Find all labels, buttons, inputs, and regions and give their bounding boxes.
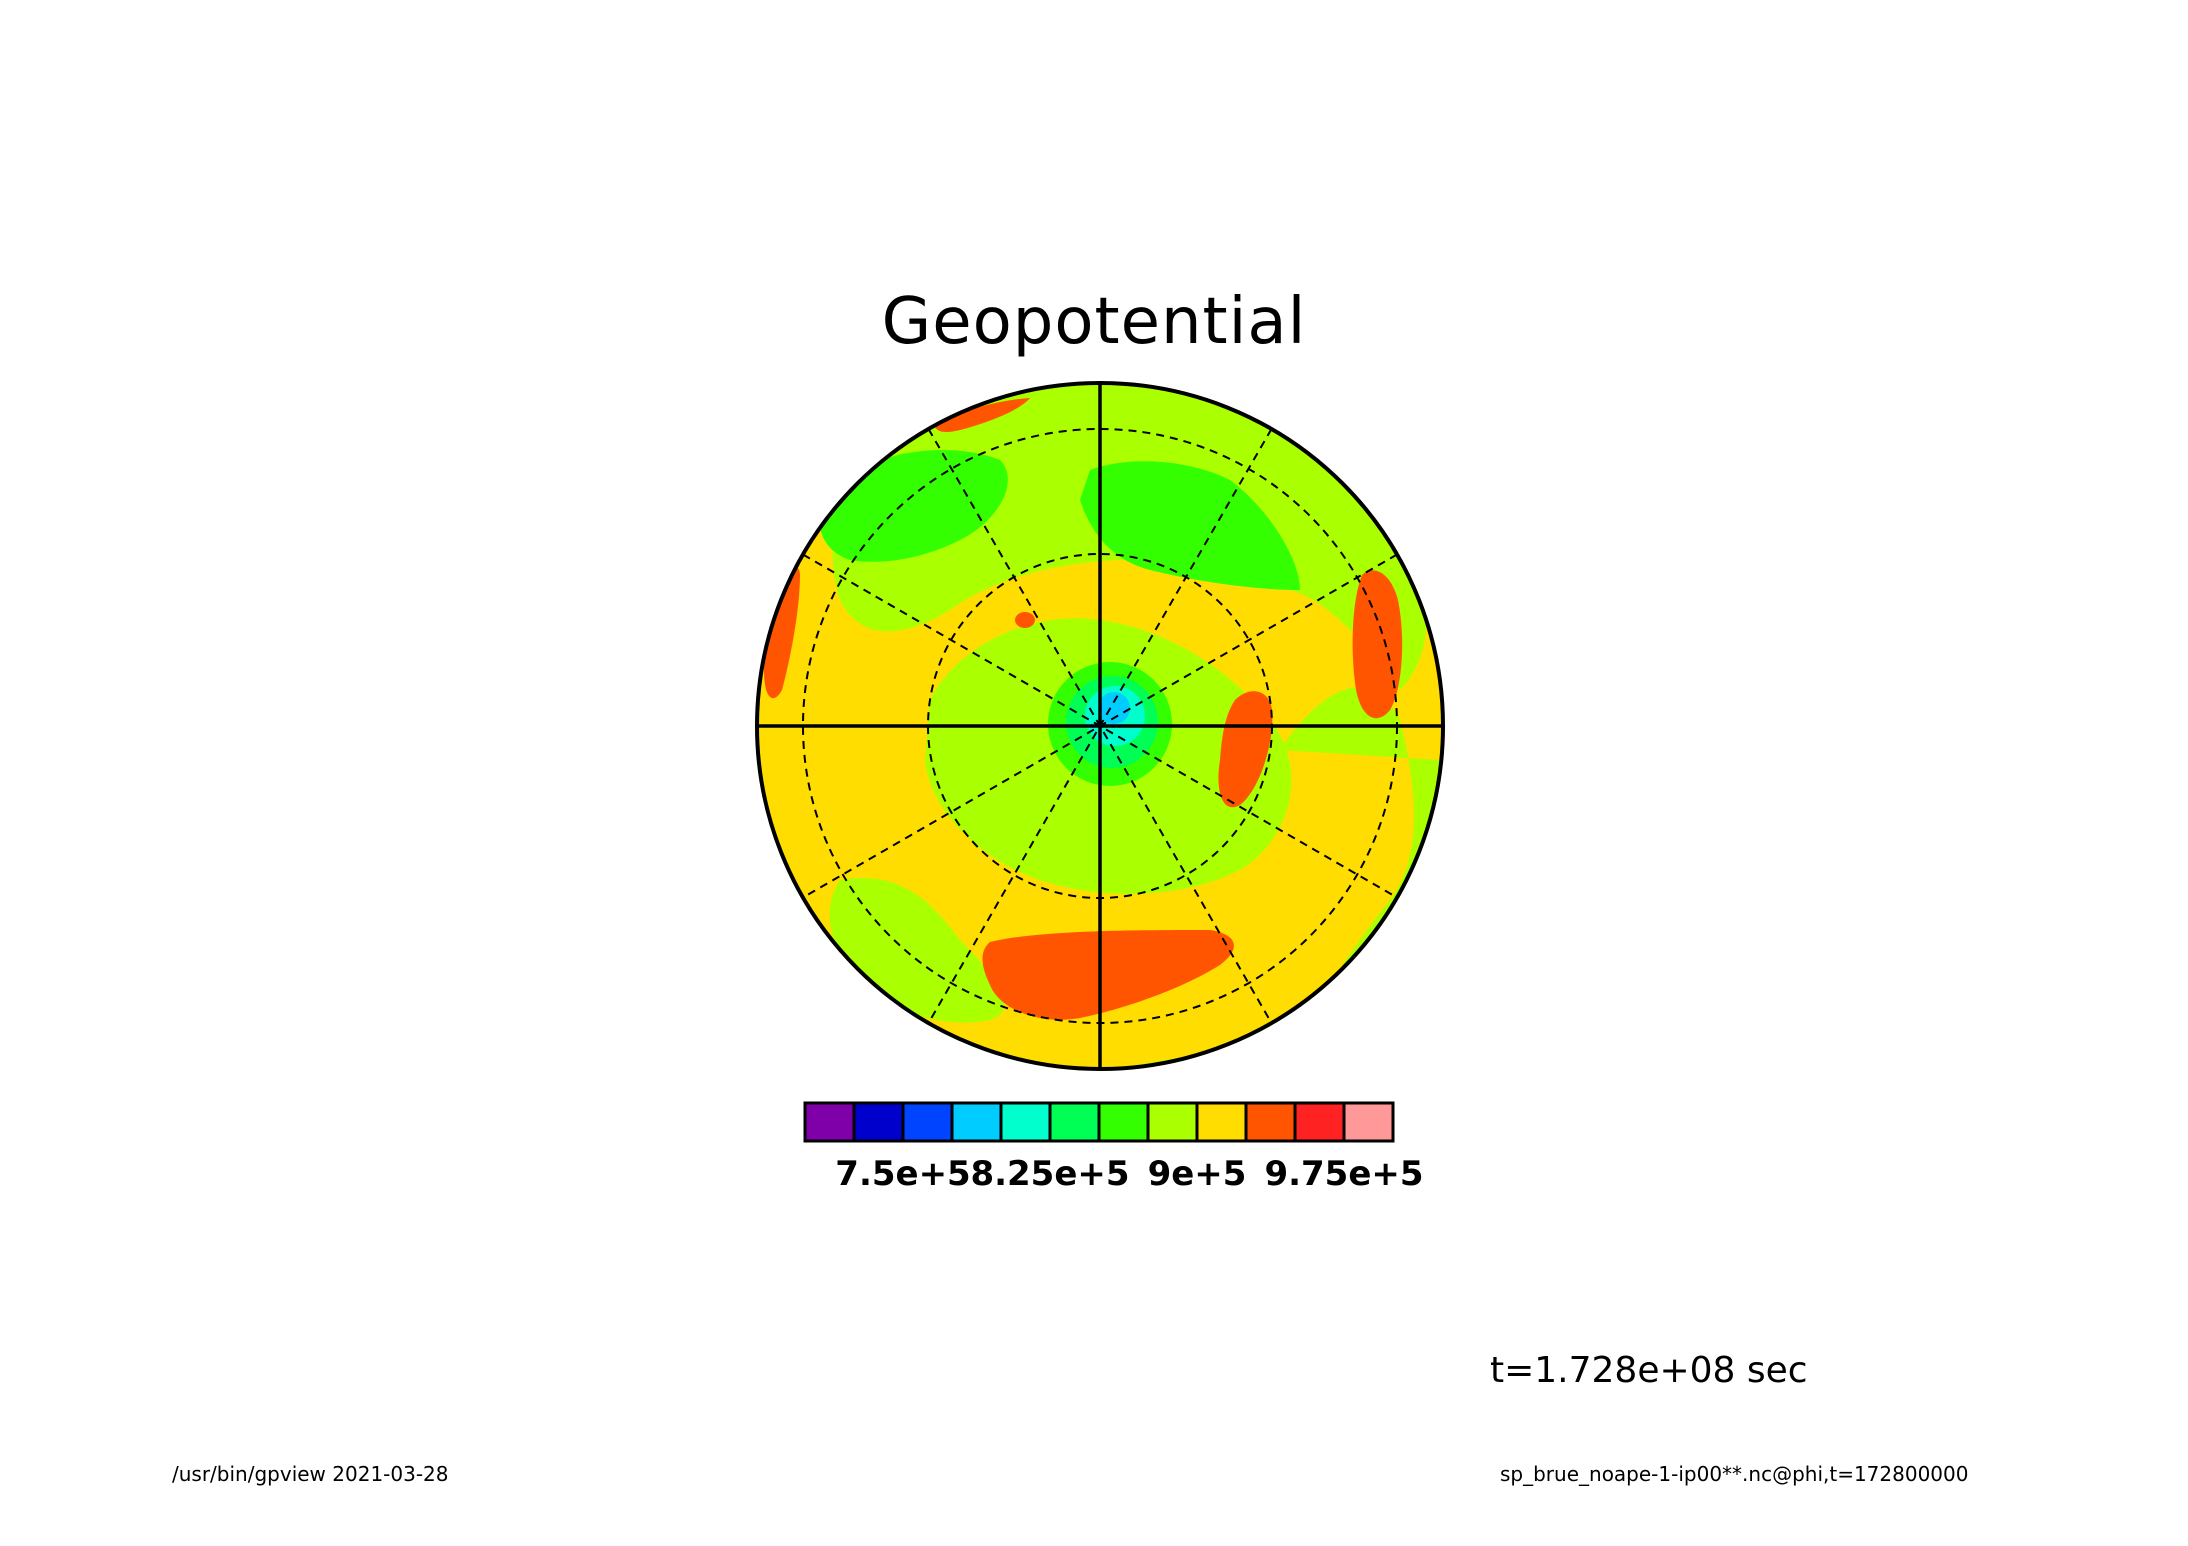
disk-outline <box>755 381 1445 1071</box>
colorbar-tick-label: 9e+5 <box>1148 1154 1247 1194</box>
colorbar: 7.5e+5 8.25e+5 9e+5 9.75e+5 <box>803 1101 1424 1194</box>
footer-left: /usr/bin/gpview 2021-03-28 <box>172 1462 449 1486</box>
field-region-orange-small <box>1015 612 1035 628</box>
field-region-green-northwest <box>819 450 1008 562</box>
field-region-orange-east-edge <box>1352 570 1403 719</box>
colorbar-swatch <box>901 1101 954 1143</box>
field-region-orange-south <box>982 930 1234 1020</box>
field-region-center-ring-5 <box>1098 692 1130 724</box>
time-label: t=1.728e+08 sec <box>1490 1350 1808 1391</box>
colorbar-swatch <box>1244 1101 1297 1143</box>
colorbar-swatch <box>999 1101 1052 1143</box>
colorbar-swatch <box>1097 1101 1150 1143</box>
footer-right: sp_brue_noape-1-ip00**.nc@phi,t=17280000… <box>1500 1462 1969 1486</box>
colorbar-swatch <box>1293 1101 1346 1143</box>
field-region-orange-east-inner <box>1218 691 1273 808</box>
colorbar-swatch <box>1342 1101 1395 1143</box>
colorbar-tick-label: 8.25e+5 <box>970 1154 1129 1194</box>
colorbar-tick-label: 7.5e+5 <box>835 1154 970 1194</box>
colorbar-tick-label: 9.75e+5 <box>1264 1154 1423 1194</box>
colorbar-swatch <box>852 1101 905 1143</box>
chart-title: Geopotential <box>881 285 1307 359</box>
colorbar-swatch <box>950 1101 1003 1143</box>
field-region-orange-north-edge <box>935 398 1030 433</box>
colorbar-swatch <box>1195 1101 1248 1143</box>
colorbar-swatch <box>803 1101 856 1143</box>
colorbar-swatch <box>1048 1101 1101 1143</box>
colorbar-swatch <box>1146 1101 1199 1143</box>
